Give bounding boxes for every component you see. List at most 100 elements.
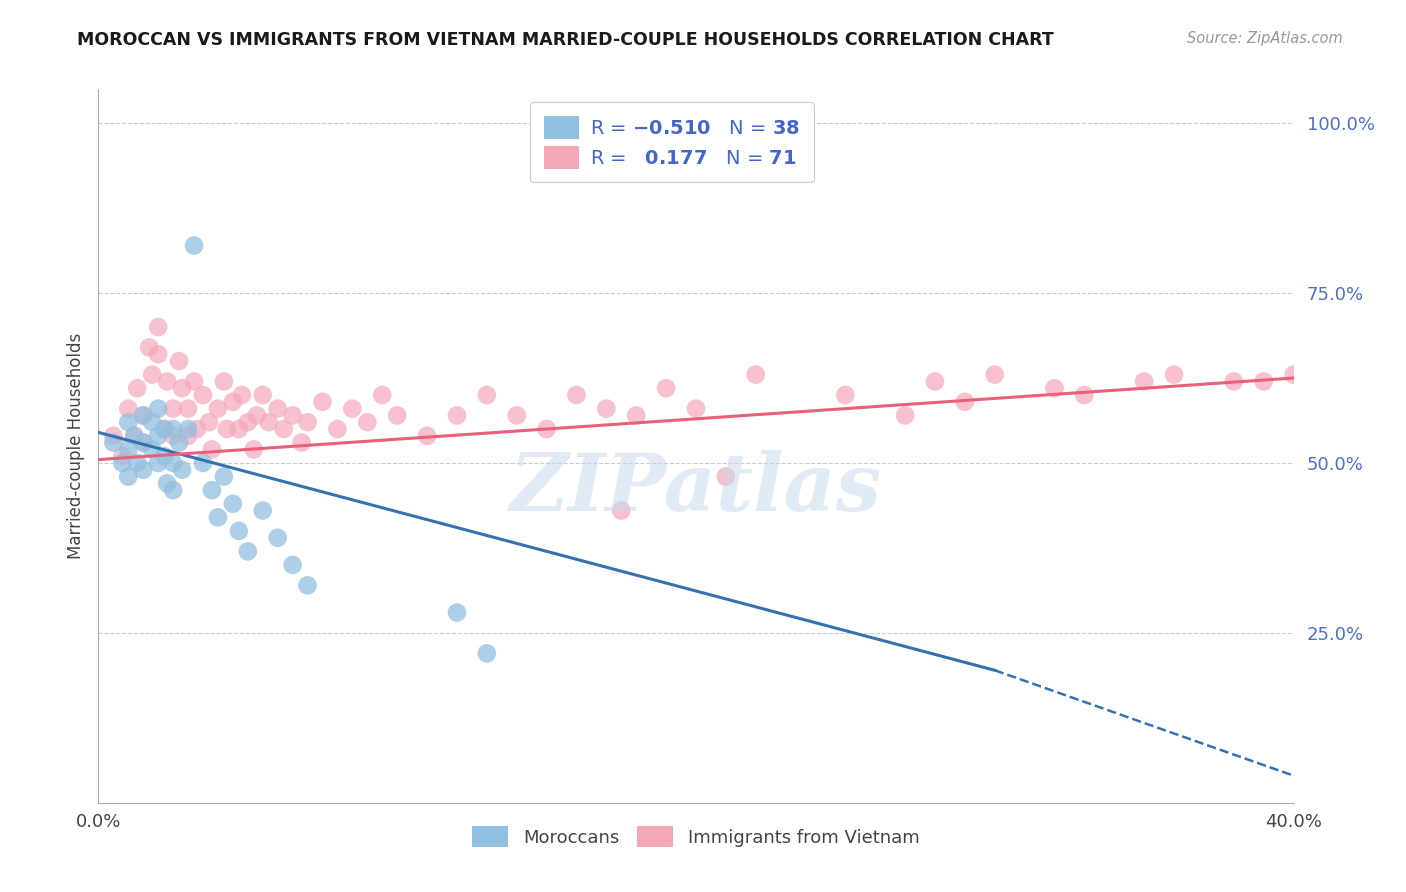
Point <box>311 394 333 409</box>
Point <box>162 456 184 470</box>
Point <box>124 429 146 443</box>
Point <box>132 435 155 450</box>
Text: MOROCCAN VS IMMIGRANTS FROM VIETNAM MARRIED-COUPLE HOUSEHOLDS CORRELATION CHART: MOROCCAN VS IMMIGRANTS FROM VIETNAM MARR… <box>77 31 1054 49</box>
Point <box>506 409 529 423</box>
Point <box>536 422 558 436</box>
Point <box>156 375 179 389</box>
Point <box>1163 368 1185 382</box>
Point <box>212 375 235 389</box>
Point <box>257 415 280 429</box>
Point <box>148 320 170 334</box>
Point <box>103 435 125 450</box>
Point <box>281 409 304 423</box>
Point <box>207 401 229 416</box>
Point <box>228 524 250 538</box>
Point <box>153 422 176 436</box>
Point <box>1133 375 1156 389</box>
Point <box>267 401 290 416</box>
Point <box>117 401 139 416</box>
Point <box>201 442 224 457</box>
Point <box>141 442 163 457</box>
Point <box>252 388 274 402</box>
Point <box>243 442 266 457</box>
Point <box>745 368 768 382</box>
Point <box>685 401 707 416</box>
Point <box>132 409 155 423</box>
Point <box>127 381 149 395</box>
Point <box>212 469 235 483</box>
Point <box>177 422 200 436</box>
Point <box>138 341 160 355</box>
Point <box>141 368 163 382</box>
Point <box>894 409 917 423</box>
Point <box>201 483 224 498</box>
Point <box>132 409 155 423</box>
Y-axis label: Married-couple Households: Married-couple Households <box>66 333 84 559</box>
Point <box>222 394 245 409</box>
Point <box>191 388 214 402</box>
Text: Source: ZipAtlas.com: Source: ZipAtlas.com <box>1187 31 1343 46</box>
Point <box>595 401 617 416</box>
Point <box>297 415 319 429</box>
Point <box>610 503 633 517</box>
Point <box>326 422 349 436</box>
Point <box>356 415 378 429</box>
Point <box>228 422 250 436</box>
Point <box>191 456 214 470</box>
Legend: Moroccans, Immigrants from Vietnam: Moroccans, Immigrants from Vietnam <box>465 819 927 855</box>
Point <box>246 409 269 423</box>
Point <box>565 388 588 402</box>
Point <box>655 381 678 395</box>
Point <box>111 449 134 463</box>
Point <box>385 409 409 423</box>
Point <box>148 429 170 443</box>
Point <box>207 510 229 524</box>
Point <box>371 388 394 402</box>
Point <box>291 435 314 450</box>
Point <box>1043 381 1066 395</box>
Point <box>446 409 468 423</box>
Point <box>297 578 319 592</box>
Point <box>156 476 179 491</box>
Point <box>141 415 163 429</box>
Point <box>267 531 290 545</box>
Point <box>172 381 194 395</box>
Point <box>953 394 976 409</box>
Point <box>183 238 205 252</box>
Point <box>416 429 439 443</box>
Point <box>236 415 259 429</box>
Point <box>924 375 946 389</box>
Point <box>626 409 648 423</box>
Point <box>446 606 468 620</box>
Point <box>1282 368 1305 382</box>
Point <box>132 435 155 450</box>
Point <box>162 483 184 498</box>
Point <box>714 469 737 483</box>
Point <box>342 401 364 416</box>
Point <box>281 558 304 572</box>
Point <box>984 368 1007 382</box>
Point <box>148 456 170 470</box>
Text: ZIPatlas: ZIPatlas <box>510 450 882 527</box>
Point <box>186 422 208 436</box>
Point <box>1223 375 1246 389</box>
Point <box>1073 388 1095 402</box>
Point <box>167 435 190 450</box>
Point <box>127 456 149 470</box>
Point <box>148 347 170 361</box>
Point <box>236 544 259 558</box>
Point <box>103 429 125 443</box>
Point <box>132 463 155 477</box>
Point <box>117 415 139 429</box>
Point <box>177 401 200 416</box>
Point <box>162 401 184 416</box>
Point <box>167 354 190 368</box>
Point <box>153 449 176 463</box>
Point <box>162 429 184 443</box>
Point <box>252 503 274 517</box>
Point <box>172 463 194 477</box>
Point <box>117 442 139 457</box>
Point <box>1253 375 1275 389</box>
Point <box>475 646 498 660</box>
Point <box>183 375 205 389</box>
